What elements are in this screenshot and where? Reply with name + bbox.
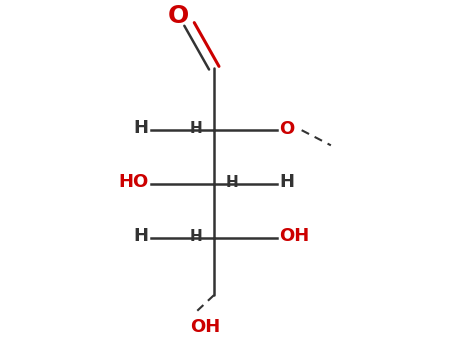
Text: OH: OH [190,318,220,336]
Text: H: H [279,173,294,191]
Text: H: H [226,175,238,190]
Text: H: H [134,119,149,137]
Text: H: H [190,229,202,244]
Text: O: O [279,120,294,138]
Text: H: H [134,227,149,245]
Text: OH: OH [279,227,309,245]
Text: HO: HO [119,173,149,191]
Text: H: H [190,121,202,136]
Text: O: O [167,4,189,28]
